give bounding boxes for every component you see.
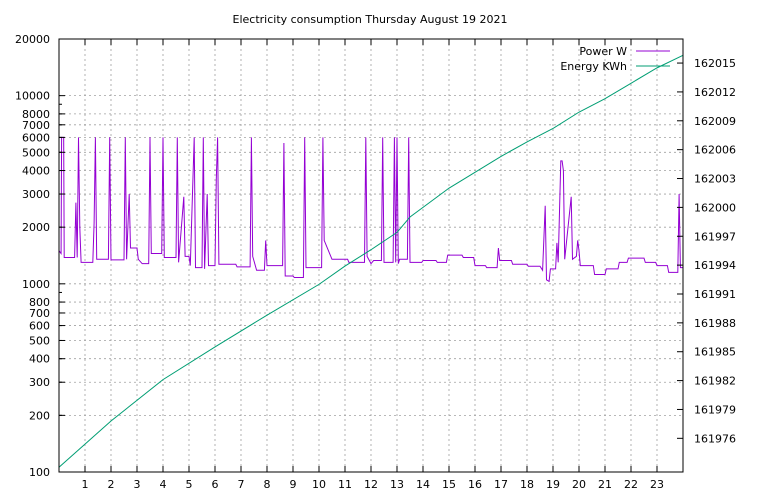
y-left-tick-label: 200 bbox=[29, 409, 50, 422]
y-right-tick-label: 161979 bbox=[694, 403, 736, 416]
y-right-tick-label: 162003 bbox=[694, 173, 736, 186]
y-left-tick-label: 300 bbox=[29, 376, 50, 389]
x-tick-label: 21 bbox=[598, 478, 612, 491]
y-left-tick-label: 500 bbox=[29, 334, 50, 347]
y-left-tick-label: 800 bbox=[29, 296, 50, 309]
y-right-tick-label: 162012 bbox=[694, 86, 736, 99]
y-left-tick-label: 600 bbox=[29, 320, 50, 333]
x-tick-label: 12 bbox=[364, 478, 378, 491]
x-tick-label: 15 bbox=[442, 478, 456, 491]
legend-label: Power W bbox=[579, 45, 627, 58]
y-left-tick-label: 1000 bbox=[22, 278, 50, 291]
x-tick-label: 14 bbox=[416, 478, 430, 491]
y-left-tick-label: 10000 bbox=[15, 90, 50, 103]
x-tick-label: 13 bbox=[390, 478, 404, 491]
x-tick-label: 20 bbox=[572, 478, 586, 491]
x-tick-label: 16 bbox=[468, 478, 482, 491]
x-tick-label: 4 bbox=[160, 478, 167, 491]
y-left-tick-label: 2000 bbox=[22, 221, 50, 234]
y-right-tick-label: 161991 bbox=[694, 288, 736, 301]
y-left-tick-label: 3000 bbox=[22, 188, 50, 201]
y-left-tick-label: 20000 bbox=[15, 33, 50, 46]
x-tick-label: 18 bbox=[520, 478, 534, 491]
x-tick-label: 1 bbox=[82, 478, 89, 491]
x-tick-label: 5 bbox=[186, 478, 193, 491]
x-tick-label: 3 bbox=[134, 478, 141, 491]
x-tick-label: 10 bbox=[312, 478, 326, 491]
x-tick-label: 23 bbox=[650, 478, 664, 491]
x-tick-label: 22 bbox=[624, 478, 638, 491]
x-tick-label: 11 bbox=[338, 478, 352, 491]
y-left-tick-label: 7000 bbox=[22, 119, 50, 132]
legend: Power W Energy KWh bbox=[560, 45, 670, 73]
x-tick-label: 2 bbox=[108, 478, 115, 491]
y-right-tick-label: 161988 bbox=[694, 317, 736, 330]
y-right-tick-label: 161982 bbox=[694, 375, 736, 388]
x-tick-label: 9 bbox=[290, 478, 297, 491]
y-right-tick-label: 161976 bbox=[694, 432, 736, 445]
y-right-tick-label: 161994 bbox=[694, 259, 736, 272]
series-line-energy bbox=[58, 54, 684, 468]
y-left-tick-label: 6000 bbox=[22, 131, 50, 144]
grid-lines bbox=[59, 39, 683, 472]
y-right-tick-label: 162000 bbox=[694, 201, 736, 214]
legend-label: Energy KWh bbox=[560, 60, 627, 73]
y-right-tick-label: 162006 bbox=[694, 144, 736, 157]
series-lines bbox=[58, 54, 684, 468]
axis-ticks: 1 2 3 4 5 6 7 8 9 10 11 12 13 14 15 16 17 18 19 20 21 22 23100… bbox=[15, 33, 736, 491]
y-left-tick-label: 700 bbox=[29, 307, 50, 320]
x-tick-label: 8 bbox=[264, 478, 271, 491]
chart-title: Electricity consumption Thursday August … bbox=[233, 13, 508, 26]
x-tick-label: 6 bbox=[212, 478, 219, 491]
y-left-tick-label: 4000 bbox=[22, 165, 50, 178]
x-tick-label: 19 bbox=[546, 478, 560, 491]
y-right-tick-label: 162015 bbox=[694, 57, 736, 70]
x-tick-label: 17 bbox=[494, 478, 508, 491]
y-left-tick-label: 8000 bbox=[22, 108, 50, 121]
y-left-tick-label: 100 bbox=[29, 466, 50, 479]
y-right-tick-label: 161985 bbox=[694, 346, 736, 359]
y-right-tick-label: 161997 bbox=[694, 230, 736, 243]
y-right-tick-label: 162009 bbox=[694, 115, 736, 128]
series-line-power bbox=[58, 136, 683, 283]
y-left-tick-label: 400 bbox=[29, 353, 50, 366]
y-left-tick-label: 5000 bbox=[22, 146, 50, 159]
x-tick-label: 7 bbox=[238, 478, 245, 491]
